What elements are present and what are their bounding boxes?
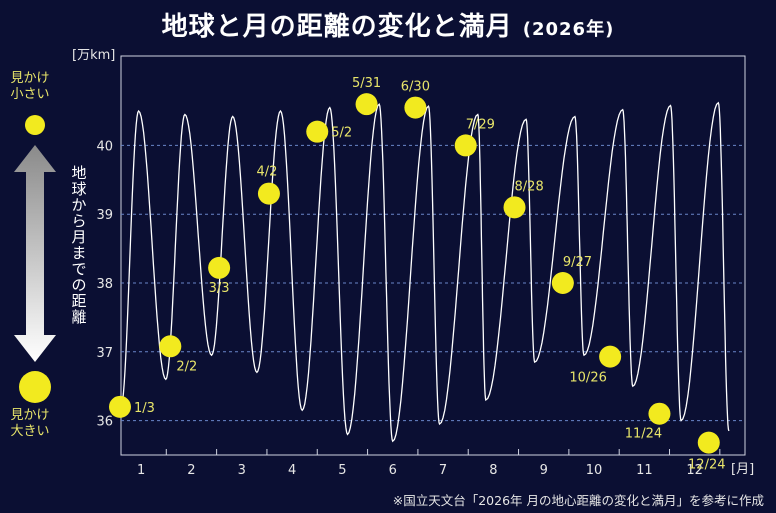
x-tick-label: 12: [686, 463, 703, 478]
y-tick-label: 37: [96, 346, 113, 361]
full-moon-point: [257, 182, 280, 205]
full-moon-date-label: 9/27: [563, 255, 592, 270]
large-appearance-label: 見かけ大きい: [10, 408, 50, 439]
small-appearance-label: 見かけ小さい: [10, 71, 50, 102]
full-moon-point: [404, 96, 427, 119]
full-moon-point: [306, 120, 329, 143]
full-moon-point: [648, 402, 671, 425]
y-axis-unit: [万km]: [72, 48, 116, 63]
full-moon-date-label: 10/26: [569, 371, 606, 386]
chart-title-main: 地球と月の距離の変化と満月: [161, 12, 513, 42]
x-tick-label: 7: [439, 463, 447, 478]
full-moon-date-label: 5/31: [352, 76, 381, 91]
full-moon-point: [454, 134, 477, 157]
x-tick-label: 2: [187, 463, 195, 478]
y-tick-label: 36: [96, 415, 113, 430]
full-moon-date-label: 5/2: [331, 126, 352, 141]
y-tick-label: 40: [96, 139, 113, 154]
x-tick-label: 9: [540, 463, 548, 478]
full-moon-date-label: 1/3: [134, 401, 155, 416]
plot-frame: [120, 55, 746, 456]
full-moon-point: [159, 335, 182, 358]
full-moon-point: [551, 272, 574, 295]
full-moon-point: [208, 256, 231, 279]
y-tick-label: 38: [96, 277, 113, 292]
x-tick-label: 4: [288, 463, 296, 478]
distance-axis-caption: 地球から月までの距離: [71, 164, 87, 326]
x-tick-label: 6: [389, 463, 397, 478]
full-moon-date-label: 12/24: [688, 458, 725, 473]
source-note: ※国立天文台「2026年 月の地心距離の変化と満月」を参考に作成: [392, 493, 764, 508]
full-moon-date-label: 4/2: [256, 165, 277, 180]
full-moon-point: [503, 196, 526, 219]
y-tick-label: 39: [96, 208, 113, 223]
size-arrow: [14, 145, 56, 362]
full-moon-date-label: 2/2: [176, 359, 197, 374]
x-tick-label: 8: [489, 463, 497, 478]
full-moon-point: [108, 395, 131, 418]
x-axis-unit: [月]: [731, 462, 755, 477]
x-tick-label: 1: [137, 463, 145, 478]
full-moon-point: [697, 431, 720, 454]
large-moon-icon: [19, 371, 51, 403]
x-tick-label: 10: [586, 463, 603, 478]
x-tick-label: 11: [636, 463, 653, 478]
small-moon-icon: [25, 115, 45, 135]
chart-title: 地球と月の距離の変化と満月 (2026年): [0, 6, 776, 43]
distance-curve: [120, 101, 730, 443]
full-moon-date-label: 11/24: [625, 427, 662, 442]
full-moon-date-label: 3/3: [209, 281, 230, 296]
x-tick-label: 5: [338, 463, 346, 478]
full-moon-point: [355, 93, 378, 116]
full-moon-date-label: 6/30: [401, 80, 430, 95]
chart-title-year: (2026年): [522, 19, 615, 40]
full-moon-point: [599, 345, 622, 368]
x-tick-label: 3: [238, 463, 246, 478]
full-moon-date-label: 8/28: [515, 179, 544, 194]
full-moon-date-label: 7/29: [466, 117, 495, 132]
